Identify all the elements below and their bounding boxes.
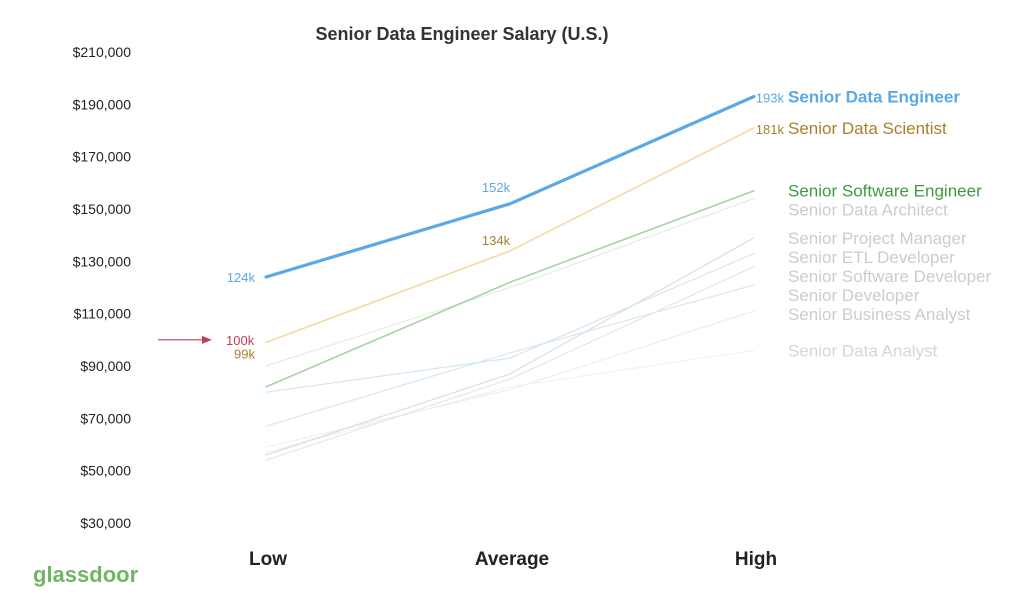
y-axis: $210,000 $190,000 $170,000 $150,000 $130,000… [73,44,132,531]
point-value-label: 181k [756,122,785,137]
annotation: 100k [158,333,255,348]
series-name-label: Senior ETL Developer [788,248,955,267]
series-lines [264,94,756,461]
series-name-label: Senior Data Analyst [788,341,938,360]
x-axis: Low Average High [249,549,777,570]
series-name-label: Senior Data Architect [788,201,948,220]
series-line [265,237,755,456]
series-line [265,189,755,388]
x-tick-label: Low [249,549,287,570]
point-value-label: 124k [227,270,256,285]
series-name-label: Senior Software Engineer [788,182,982,201]
series-labels: Senior Data Engineer Senior Data Scientis… [227,87,992,361]
y-tick-label: $90,000 [80,358,131,374]
series-line [265,252,755,393]
point-value-label: 99k [234,346,255,361]
annotation-arrow-head [202,335,212,344]
series-name-label: Senior Business Analyst [788,305,971,324]
series-line [265,349,755,453]
y-tick-label: $110,000 [74,306,132,322]
y-tick-label: $210,000 [73,44,132,60]
series-name-label: Senior Developer [788,286,920,305]
annotation-label: 100k [226,333,255,348]
glassdoor-logo: glassdoor [33,562,139,587]
series-line [265,127,755,344]
y-tick-label: $190,000 [73,96,132,112]
y-tick-label: $70,000 [80,410,131,426]
y-tick-label: $50,000 [80,463,131,479]
series-name-label: Senior Software Developer [788,267,992,286]
x-tick-label: Average [475,549,549,570]
series-name-label: Senior Data Scientist [788,119,947,138]
series-line [265,284,755,427]
chart-title: Senior Data Engineer Salary (U.S.) [315,24,608,44]
series-name-label: Senior Project Manager [788,229,967,248]
y-tick-label: $130,000 [73,253,132,269]
y-tick-label: $170,000 [73,149,132,165]
y-tick-label: $150,000 [73,201,132,217]
series-line [265,197,755,367]
point-value-label: 193k [756,90,785,105]
x-tick-label: High [735,549,777,570]
series-line [265,266,755,461]
y-tick-label: $30,000 [80,515,131,531]
point-value-label: 152k [482,180,511,195]
series-line [264,94,756,279]
point-value-label: 134k [482,233,511,248]
series-name-label: Senior Data Engineer [788,87,960,106]
